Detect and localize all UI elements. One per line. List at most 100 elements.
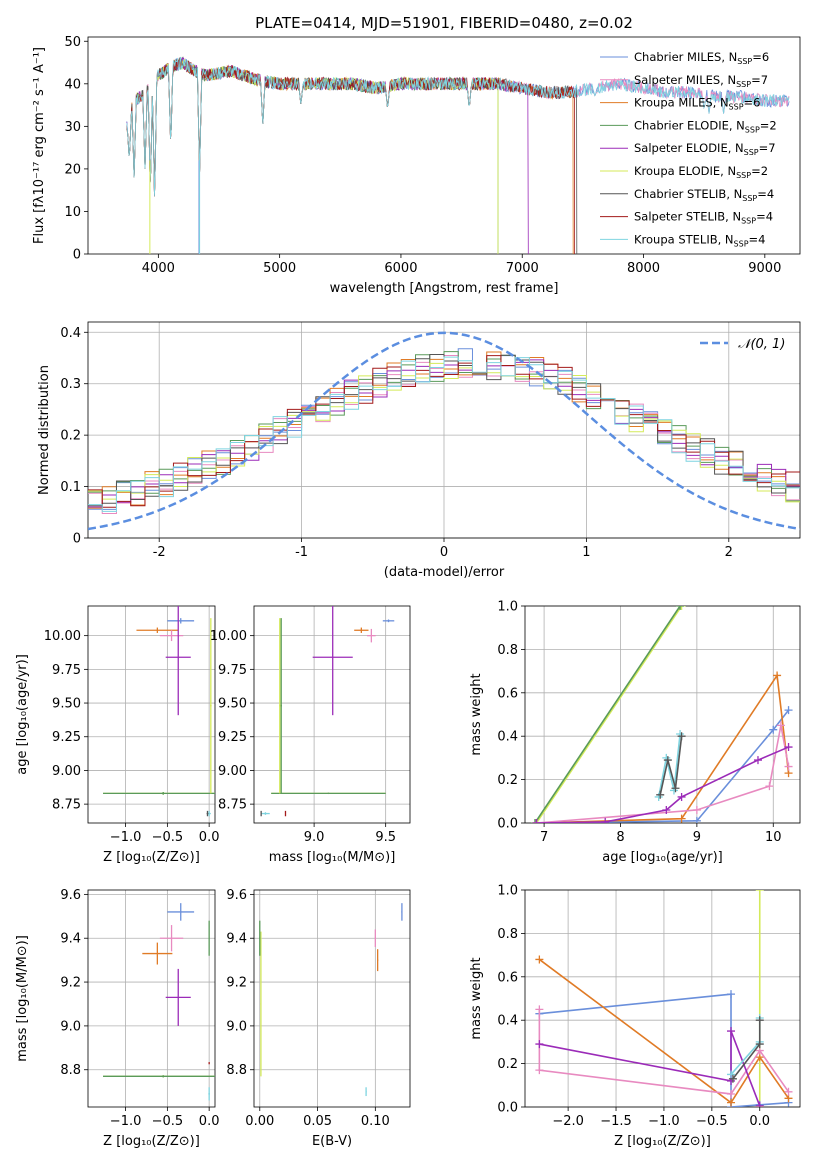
x-axis-label: E(B-V) bbox=[312, 1134, 352, 1149]
x-tick-label: 0.10 bbox=[361, 1114, 390, 1129]
figure-title: PLATE=0414, MJD=51901, FIBERID=0480, z=0… bbox=[255, 14, 633, 32]
legend-label-main: Salpeter MILES, N bbox=[634, 73, 736, 87]
x-axis-label: wavelength [Angstrom, rest frame] bbox=[330, 281, 559, 296]
axes-frame bbox=[253, 605, 411, 824]
weight-marker bbox=[727, 1027, 736, 1036]
y-tick-label: 0.4 bbox=[497, 1014, 518, 1029]
weight-line bbox=[539, 1030, 761, 1107]
legend-label-main: Chabrier MILES, N bbox=[634, 50, 737, 64]
weight-marker bbox=[671, 784, 680, 793]
y-tick-label: 10 bbox=[64, 205, 81, 220]
y-axis-label: Normed distribution bbox=[37, 365, 52, 495]
legend-label-sub: SSP bbox=[742, 194, 757, 203]
weight-line bbox=[534, 606, 681, 823]
histogram-line bbox=[88, 356, 800, 512]
weight-marker bbox=[692, 805, 701, 814]
x-tick-label: 9.0 bbox=[304, 830, 325, 845]
y-tick-label: 9.4 bbox=[60, 932, 81, 947]
x-tick-label: −1.0 bbox=[110, 1114, 142, 1129]
histograms bbox=[88, 331, 800, 531]
y-tick-label: 8.8 bbox=[226, 1063, 247, 1078]
weight-marker bbox=[535, 1066, 544, 1075]
legend-label-sub: SSP bbox=[737, 57, 752, 66]
weight-marker bbox=[755, 1101, 764, 1107]
legend-label-main: Kroupa STELIB, N bbox=[634, 232, 734, 246]
weight-line bbox=[657, 733, 681, 798]
legend-label-suffix: =7 bbox=[759, 141, 776, 155]
x-tick-label: 8000 bbox=[627, 261, 660, 276]
x-tick-label: −1.0 bbox=[110, 830, 142, 845]
axes-weight-vs-age: 7 8 9 10 0.0 0.2 0.4 0.6 0.8 1.0 age [log₁₀(age/yr… bbox=[469, 600, 801, 865]
y-axis-label: age [log₁₀(age/yr)] bbox=[15, 654, 30, 775]
legend-label: Salpeter ELODIE, NSSP=7 bbox=[634, 141, 776, 157]
y-tick-label: 0.2 bbox=[60, 429, 81, 444]
y-tick-label: 0.3 bbox=[60, 377, 81, 392]
y-axis-label: mass weight bbox=[469, 673, 484, 755]
y-tick-label: 0.8 bbox=[497, 927, 518, 942]
axes-frame bbox=[524, 605, 801, 824]
x-tick-label: 10 bbox=[765, 830, 782, 845]
legend-label-sub: SSP bbox=[741, 217, 756, 226]
x-axis-label: Z [log₁₀(Z/Z⊙)] bbox=[103, 1134, 200, 1149]
weight-marker bbox=[727, 1070, 736, 1079]
weight-marker bbox=[769, 725, 778, 734]
weight-marker bbox=[753, 756, 762, 765]
legend-label-suffix: =6 bbox=[752, 50, 769, 64]
y-tick-label: 9.6 bbox=[60, 888, 81, 903]
legend-label-suffix: =2 bbox=[760, 118, 777, 132]
axes-frame bbox=[87, 321, 801, 539]
weight-marker bbox=[784, 1087, 793, 1096]
weights-weight-vs-Z bbox=[535, 890, 793, 1107]
y-axis-label: Flux [fλ10⁻¹⁷ erg cm⁻² s⁻¹ A⁻¹] bbox=[32, 47, 47, 244]
x-tick-label: −1.5 bbox=[600, 1114, 632, 1129]
y-tick-label: 20 bbox=[64, 162, 81, 177]
y-tick-label: 0 bbox=[73, 532, 81, 547]
axes-frame bbox=[253, 889, 411, 1108]
weight-line bbox=[536, 746, 789, 823]
axes-frame bbox=[524, 889, 801, 1108]
legend-label-sub: SSP bbox=[729, 103, 744, 112]
legend-label-suffix: =4 bbox=[749, 232, 766, 246]
legend-label-main: Chabrier STELIB, N bbox=[634, 187, 742, 201]
weight-marker bbox=[656, 790, 665, 799]
weight-marker bbox=[784, 706, 793, 715]
y-tick-label: 40 bbox=[64, 77, 81, 92]
x-tick-label: 9.5 bbox=[375, 830, 396, 845]
x-tick-label: 9000 bbox=[748, 261, 781, 276]
x-tick-label: 0.0 bbox=[199, 830, 220, 845]
legend-label-suffix: =7 bbox=[751, 73, 768, 87]
axes-residuals: -2 -1 0 1 2 0 0.1 0.2 0.3 0.4 (data-model)/error No… bbox=[37, 321, 801, 580]
legend-label: 𝒩(0, 1) bbox=[738, 337, 785, 352]
weight-marker bbox=[677, 732, 686, 741]
weight-marker bbox=[784, 762, 793, 771]
legend-label-sub: SSP bbox=[736, 80, 751, 89]
axes-frame bbox=[87, 889, 216, 1108]
weight-marker bbox=[773, 671, 782, 680]
x-tick-label: −0.5 bbox=[152, 830, 184, 845]
y-tick-label: 0.6 bbox=[497, 970, 518, 985]
y-tick-label: 1.0 bbox=[497, 600, 518, 615]
x-tick-label: -2 bbox=[153, 545, 166, 560]
x-tick-label: 0.00 bbox=[245, 1114, 274, 1129]
legend-label-suffix: =4 bbox=[757, 187, 774, 201]
y-tick-label: 0.0 bbox=[497, 1101, 518, 1116]
legend-label: Salpeter STELIB, NSSP=4 bbox=[634, 210, 773, 226]
legend-label-sub: SSP bbox=[736, 171, 751, 180]
y-tick-label: 0.2 bbox=[497, 1057, 518, 1072]
weight-marker bbox=[677, 792, 686, 801]
spectrum-line bbox=[126, 56, 790, 197]
legend-label-main: Chabrier ELODIE, N bbox=[634, 118, 745, 132]
legend-label-main: Kroupa MILES, N bbox=[634, 96, 729, 110]
x-tick-label: −1.0 bbox=[648, 1114, 680, 1129]
x-tick-label: 0.0 bbox=[749, 1114, 770, 1129]
axes-age-vs-Z: −1.0 −0.5 0.0 8.75 9.00 9.25 9.50 9.75 10.00 Z [l… bbox=[15, 605, 220, 865]
legend-label: Kroupa ELODIE, NSSP=2 bbox=[634, 164, 768, 180]
y-tick-label: 9.50 bbox=[218, 697, 247, 712]
y-tick-label: 9.50 bbox=[52, 697, 81, 712]
y-tick-label: 0.4 bbox=[497, 730, 518, 745]
legend-label: Salpeter MILES, NSSP=7 bbox=[634, 73, 768, 89]
y-tick-label: 9.4 bbox=[226, 932, 247, 947]
legend-label: Chabrier STELIB, NSSP=4 bbox=[634, 187, 774, 203]
y-tick-label: 9.0 bbox=[60, 1019, 81, 1034]
residuals-legend: 𝒩(0, 1) bbox=[700, 337, 785, 352]
